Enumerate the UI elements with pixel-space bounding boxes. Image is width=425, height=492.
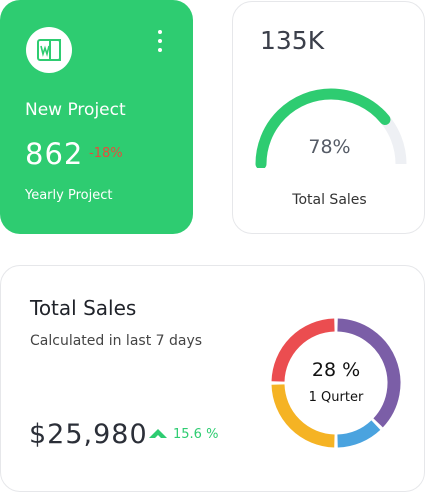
word-document-icon (26, 27, 72, 73)
gauge-value: 135K (260, 26, 325, 55)
total-sales-gauge-card[interactable]: 135K 78% Total Sales (232, 1, 425, 234)
gauge-percent: 78% (308, 136, 351, 158)
sales-subtitle: Calculated in last 7 days (30, 333, 203, 349)
project-count: 862 (25, 137, 84, 171)
donut-percent: 28 % (311, 359, 361, 381)
sales-title: Total Sales (30, 296, 137, 320)
total-sales-card[interactable]: Total Sales Calculated in last 7 days $2… (0, 265, 425, 492)
project-subtitle: Yearly Project (25, 188, 113, 203)
donut-segment-3 (271, 384, 335, 448)
project-title: New Project (25, 100, 126, 120)
project-card[interactable]: New Project 862 -18% Yearly Project (0, 0, 193, 234)
project-delta-badge: -18% (89, 146, 123, 161)
arrow-up-icon (149, 428, 167, 438)
donut-segment-4 (271, 318, 335, 382)
quarter-donut-chart (271, 318, 401, 448)
donut-caption: 1 Qurter (308, 390, 364, 405)
sales-trend: 15.6 % (149, 427, 218, 442)
donut-segment-1 (337, 318, 401, 428)
gauge-arc (255, 88, 407, 168)
sales-amount: $25,980 (29, 419, 148, 450)
gauge-fill (255, 88, 407, 168)
donut-segment-2 (337, 420, 381, 448)
sales-trend-value: 15.6 % (173, 427, 219, 442)
more-options-icon[interactable] (156, 30, 164, 54)
gauge-label: Total Sales (292, 192, 367, 208)
